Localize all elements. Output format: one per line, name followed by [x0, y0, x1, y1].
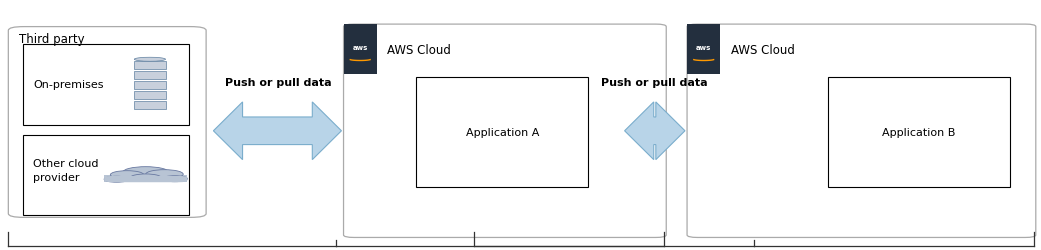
Ellipse shape [134, 58, 166, 62]
FancyBboxPatch shape [8, 28, 206, 218]
FancyBboxPatch shape [104, 176, 187, 182]
Bar [344, 25, 377, 75]
Bar [104, 175, 187, 182]
Text: AWS Cloud: AWS Cloud [731, 44, 794, 57]
Bar [23, 45, 189, 125]
Circle shape [104, 176, 129, 182]
Bar [134, 62, 166, 70]
Polygon shape [625, 102, 685, 160]
Bar [134, 82, 166, 90]
Text: Application A: Application A [465, 128, 539, 138]
Circle shape [123, 167, 169, 178]
Text: Push or pull data: Push or pull data [225, 78, 331, 88]
Bar [134, 102, 166, 110]
Text: aws: aws [353, 44, 367, 51]
Circle shape [162, 176, 187, 182]
Circle shape [130, 174, 161, 182]
Bar [416, 78, 588, 188]
Bar [828, 78, 1010, 188]
Polygon shape [213, 102, 341, 160]
Circle shape [146, 170, 183, 179]
Bar [687, 25, 720, 75]
FancyBboxPatch shape [687, 25, 1036, 238]
Text: Other cloud
provider: Other cloud provider [33, 158, 99, 182]
Circle shape [110, 171, 144, 179]
Text: AWS Cloud: AWS Cloud [387, 44, 451, 57]
FancyBboxPatch shape [344, 25, 666, 238]
Bar [134, 72, 166, 80]
Text: Push or pull data: Push or pull data [602, 78, 708, 88]
Text: aws: aws [696, 44, 711, 51]
Text: Application B: Application B [882, 128, 956, 138]
Bar [134, 92, 166, 100]
Text: On-premises: On-premises [33, 80, 104, 90]
Text: Third party: Third party [19, 32, 84, 46]
Bar [23, 135, 189, 215]
